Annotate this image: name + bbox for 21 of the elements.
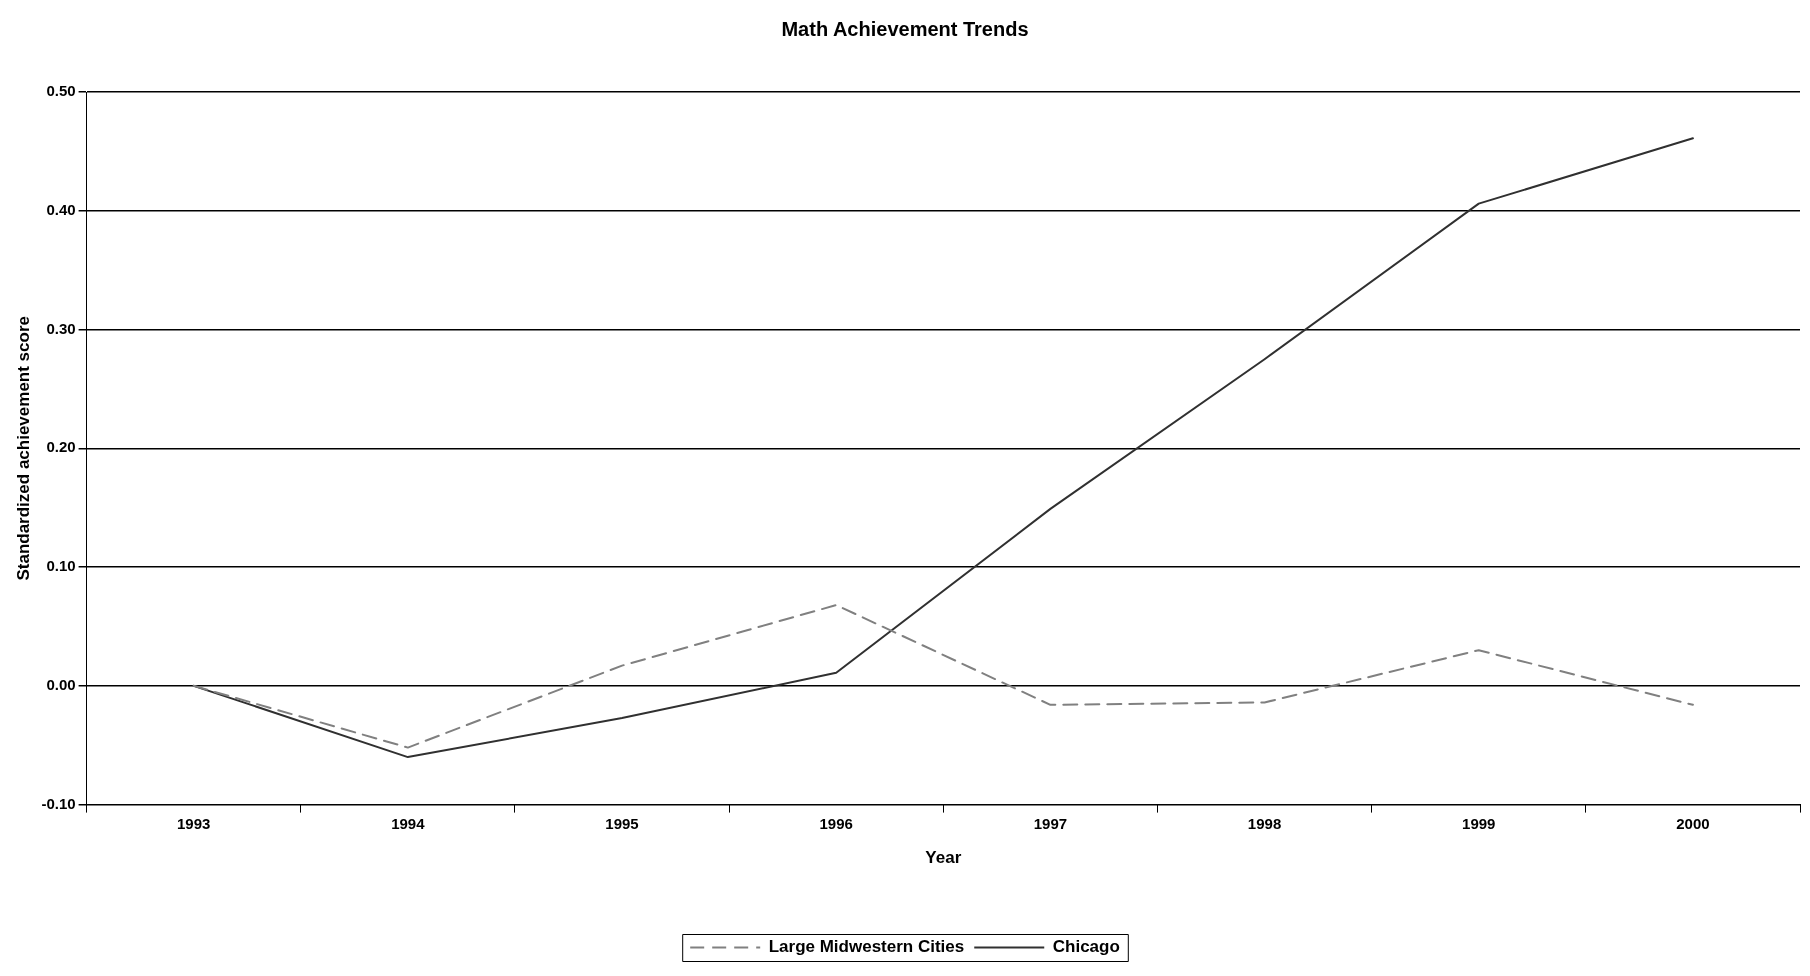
legend-label: Large Midwestern Cities [768,937,965,957]
x-tick-label: 2000 [1676,814,1710,832]
y-tick-label: 0.00 [46,675,76,693]
y-tick-label: 0.10 [46,557,76,575]
y-tick-label: 0.50 [46,82,76,100]
y-tick-label: 0.30 [46,319,76,337]
y-tick-label: 0.40 [46,200,76,218]
y-axis-title: Standardized achievement score [13,316,33,581]
y-tick-label: -0.10 [41,794,76,812]
x-tick-label: 1993 [176,814,211,832]
legend-label: Chicago [1052,937,1120,957]
chart-title: Math Achievement Trends [781,17,1029,40]
line-series [192,604,1694,749]
x-tick-label: 1998 [1247,814,1282,832]
x-tick-label: 1997 [1033,814,1068,832]
y-tick-label: 0.20 [46,438,76,456]
x-tick-label: 1996 [819,814,853,832]
x-tick-label: 1994 [391,814,426,832]
x-axis-title: Year [925,848,962,868]
x-tick-label: 1999 [1462,814,1496,832]
x-tick-label: 1995 [605,814,639,832]
